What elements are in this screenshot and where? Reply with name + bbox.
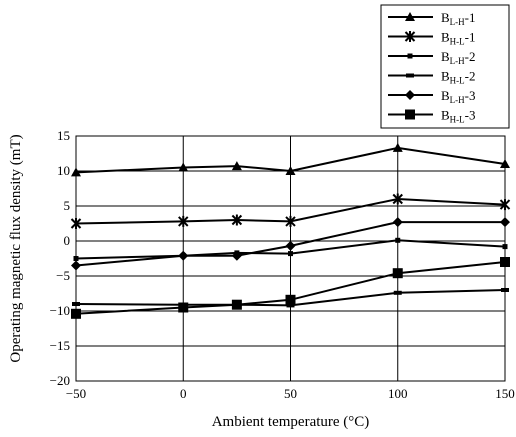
data-point <box>72 302 80 306</box>
y-tick-label: −10 <box>50 303 70 318</box>
y-tick-label: 15 <box>57 128 70 143</box>
legend-label-main: B <box>441 10 450 25</box>
data-point <box>70 218 82 229</box>
data-point <box>231 299 242 310</box>
legend-label-suffix: -2 <box>465 49 476 64</box>
legend-label: BL-H-3 <box>441 88 476 105</box>
legend-label-sub: H-L <box>450 76 465 86</box>
legend: BL-H-1BH-L-1BL-H-2BH-L-2BL-H-3BH-L-3 <box>380 4 510 129</box>
x-tick-label: 50 <box>284 386 297 401</box>
data-point <box>231 250 242 261</box>
data-point <box>288 251 293 257</box>
legend-box <box>380 4 510 129</box>
legend-label-main: B <box>441 30 450 45</box>
series-h-l-1 <box>70 193 511 229</box>
data-point <box>178 302 189 313</box>
legend-label-sub: L-H <box>450 95 465 105</box>
legend-marker <box>407 53 413 59</box>
data-point <box>231 161 242 171</box>
legend-label-main: B <box>441 88 450 103</box>
data-point <box>178 162 189 172</box>
legend-label: BL-H-2 <box>441 49 476 66</box>
data-point <box>500 257 510 267</box>
legend-label-main: B <box>441 108 450 123</box>
legend-label-suffix: -1 <box>465 10 476 25</box>
legend-label-suffix: -3 <box>465 88 476 103</box>
data-point <box>71 260 81 271</box>
data-point <box>285 294 296 305</box>
data-point <box>500 159 510 168</box>
data-point <box>178 215 189 227</box>
data-point <box>499 199 511 211</box>
data-point <box>392 268 403 279</box>
series-h-l-3 <box>71 257 510 319</box>
data-point <box>392 142 403 152</box>
legend-marker <box>405 12 415 21</box>
x-tick-label: 150 <box>495 386 515 401</box>
legend-label: BH-L-3 <box>441 108 476 125</box>
series-line <box>75 239 506 260</box>
series-line <box>75 289 506 307</box>
series-layer <box>70 142 511 319</box>
legend-marker <box>406 73 414 78</box>
x-tick-label: 100 <box>388 386 408 401</box>
data-point <box>231 214 243 226</box>
legend-label-sub: H-L <box>450 115 465 125</box>
series-l-h-3 <box>71 217 510 271</box>
legend-label-sub: H-L <box>450 37 465 47</box>
legend-marker <box>405 90 415 100</box>
y-axis-label: Operating magnetic flux density (mT) <box>8 134 24 362</box>
y-tick-label: −20 <box>50 373 70 388</box>
legend-label-suffix: -2 <box>465 69 476 84</box>
series-line <box>75 146 506 174</box>
legend-label: BH-L-1 <box>441 30 476 47</box>
legend-entry: BH-L-1 <box>388 30 476 47</box>
series-l-h-1 <box>71 142 510 177</box>
legend-entry: BL-H-1 <box>388 10 476 27</box>
y-tick-label: −5 <box>56 268 70 283</box>
data-point <box>285 215 296 227</box>
legend-label-suffix: -3 <box>465 108 476 123</box>
data-point <box>393 290 402 295</box>
data-point <box>395 237 401 243</box>
legend-label-sub: L-H <box>450 56 465 66</box>
y-tick-label: 10 <box>57 163 70 178</box>
legend-label: BL-H-1 <box>441 10 476 27</box>
x-tick-label: −50 <box>66 386 86 401</box>
y-tick-label: 5 <box>64 198 71 213</box>
legend-label-main: B <box>441 69 450 84</box>
data-point <box>500 217 510 228</box>
legend-label-sub: L-H <box>450 17 465 27</box>
data-point <box>71 167 81 177</box>
data-point <box>285 166 296 175</box>
series-line <box>75 261 506 315</box>
legend-entry: BL-H-2 <box>388 49 476 66</box>
legend-marker <box>405 109 415 120</box>
data-point <box>71 308 81 319</box>
x-axis-label: Ambient temperature (°C) <box>212 414 370 430</box>
data-point <box>392 193 403 205</box>
legend-entry: BL-H-3 <box>388 88 476 105</box>
legend-entry: BH-L-3 <box>388 108 476 125</box>
data-point <box>286 303 295 308</box>
data-point <box>501 288 509 292</box>
legend-label: BH-L-2 <box>441 69 476 86</box>
legend-entry: BH-L-2 <box>388 69 476 86</box>
data-point <box>392 217 403 228</box>
legend-label-suffix: -1 <box>465 30 476 45</box>
data-point <box>73 256 79 261</box>
x-tick-label: 0 <box>180 386 187 401</box>
data-point <box>178 250 189 261</box>
series-line <box>75 221 505 267</box>
legend-label-main: B <box>441 49 450 64</box>
series-line <box>75 197 506 225</box>
y-tick-label: 0 <box>64 233 71 248</box>
y-tick-label: −15 <box>50 338 70 353</box>
data-point <box>502 244 508 250</box>
legend-marker <box>404 31 416 42</box>
data-point <box>285 240 296 251</box>
